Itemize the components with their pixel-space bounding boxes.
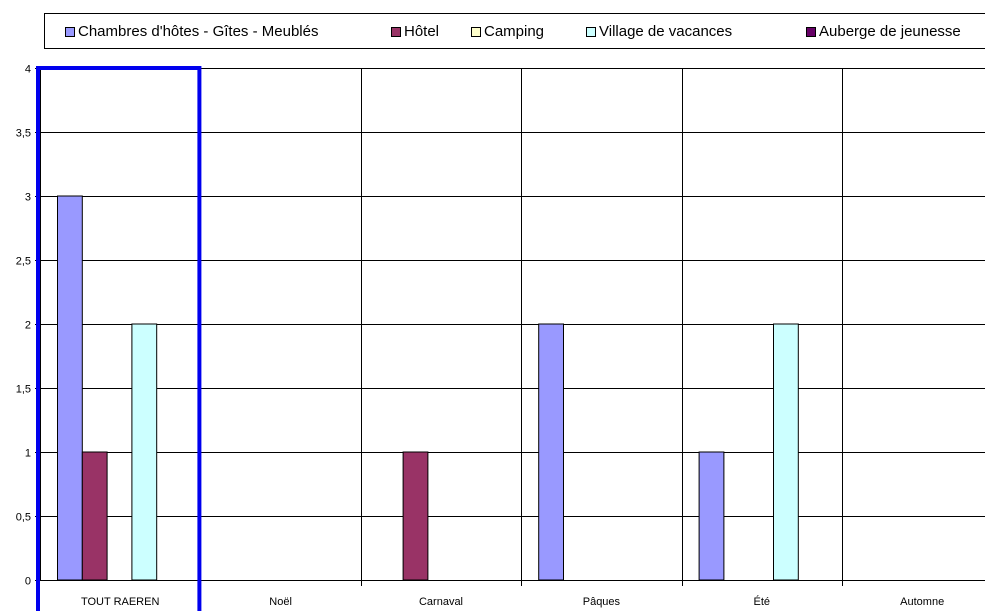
legend-swatch-auberge [806, 26, 816, 37]
x-tick-labels: TOUT RAEREN Noël Carnaval Pâques Été Automne [81, 595, 944, 608]
legend-swatch-village [586, 26, 596, 37]
y-tick-label: 2 [25, 320, 31, 332]
x-tick-label: TOUT RAEREN [81, 596, 159, 608]
legend-swatch-camping [471, 26, 481, 37]
legend-label-chambres: Chambres d'hôtes - Gîtes - Meublés [78, 23, 319, 40]
x-tick-label: Automne [900, 596, 944, 608]
bar [131, 323, 158, 581]
legend-swatch-hotel [391, 26, 401, 37]
bar [57, 195, 83, 581]
legend-label-village: Village de vacances [599, 23, 733, 40]
legend-item-hotel: Hôtel [391, 23, 439, 40]
bar [402, 451, 429, 581]
legend-item-camping: Camping [471, 23, 544, 40]
legend-item-auberge: Auberge de jeunesse [806, 23, 961, 40]
y-tick-label: 2,5 [16, 256, 31, 268]
legend-label-camping: Camping [484, 23, 545, 40]
y-tick-label: 4 [25, 64, 31, 76]
y-tick-label: 0 [25, 576, 31, 588]
highlight-box [36, 66, 202, 611]
y-tick-label: 1,5 [16, 384, 31, 396]
x-tick-label: Été [754, 595, 771, 608]
bar [538, 323, 565, 581]
x-tick-label: Carnaval [419, 596, 463, 608]
y-tick-labels: 0 0,5 1 1,5 2 2,5 3 3,5 4 [16, 64, 31, 588]
gridlines [40, 68, 985, 586]
x-tick-label: Noël [269, 596, 292, 608]
legend-label-hotel: Hôtel [404, 23, 440, 40]
bar [773, 323, 799, 581]
legend-label-auberge: Auberge de jeunesse [819, 23, 961, 40]
legend-item-village: Village de vacances [586, 23, 732, 40]
legend-item-chambres: Chambres d'hôtes - Gîtes - Meublés [65, 23, 318, 40]
chart-legend: Chambres d'hôtes - Gîtes - Meublés Hôtel… [44, 13, 985, 49]
y-tick-label: 3,5 [16, 128, 31, 140]
x-tick-label: Pâques [583, 596, 621, 608]
bar [698, 451, 725, 581]
highlight-rect [36, 66, 202, 611]
legend-swatch-chambres [65, 26, 75, 37]
y-tick-label: 3 [25, 192, 31, 204]
y-tick-label: 0,5 [16, 512, 31, 524]
y-tick-label: 1 [25, 448, 31, 460]
bar [81, 451, 108, 581]
